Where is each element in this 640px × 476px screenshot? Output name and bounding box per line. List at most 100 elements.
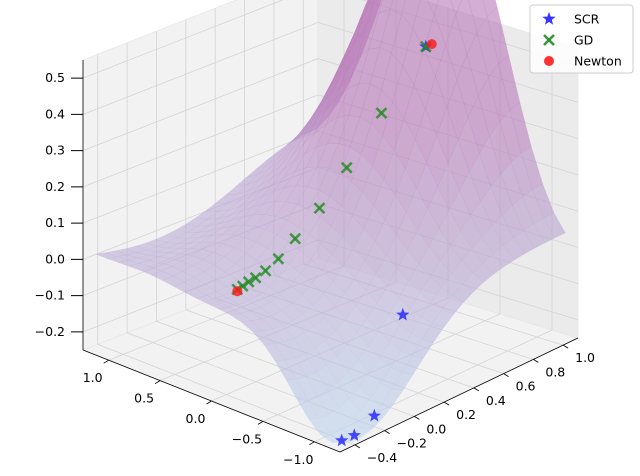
gd-point-stroke bbox=[375, 107, 388, 120]
x-tick-label: −1.0 bbox=[283, 452, 313, 467]
surface-patch bbox=[144, 239, 168, 247]
surface-patch bbox=[218, 306, 241, 316]
z-tick-label: 0.3 bbox=[45, 143, 65, 158]
surface-patch bbox=[245, 164, 268, 179]
gd-point bbox=[375, 107, 388, 120]
y-tick-label: 0.0 bbox=[426, 421, 446, 436]
surface-patch bbox=[399, 308, 422, 334]
y-tick-mark bbox=[354, 444, 361, 449]
gd-point bbox=[340, 161, 353, 174]
surface-patch bbox=[229, 313, 252, 323]
surface-patch bbox=[218, 206, 240, 219]
y-tick-label: 0.8 bbox=[545, 364, 565, 379]
surface-patch bbox=[314, 98, 337, 134]
surface-patch bbox=[533, 217, 556, 243]
x-tick-mark bbox=[103, 359, 109, 364]
surface-patch bbox=[171, 261, 194, 272]
y-tick-label: −0.2 bbox=[397, 436, 427, 451]
surface-patch bbox=[450, 0, 463, 16]
gd-point-stroke bbox=[340, 161, 353, 174]
z-tick-label: 0.1 bbox=[45, 215, 65, 230]
surface-patch bbox=[159, 258, 183, 267]
surface-patch bbox=[334, 39, 357, 86]
surface-patch bbox=[250, 184, 273, 203]
x-tick-label: −0.5 bbox=[232, 431, 262, 446]
surface-patch bbox=[289, 250, 312, 274]
surface-patch bbox=[347, 48, 370, 90]
surface-patch bbox=[197, 223, 220, 233]
z-tick-label: 0.4 bbox=[45, 106, 65, 121]
surface-patch bbox=[94, 252, 118, 259]
surface-patch bbox=[166, 237, 189, 244]
surface-patch bbox=[258, 161, 280, 181]
surface-patch bbox=[441, 273, 464, 296]
scr-point bbox=[367, 408, 381, 422]
x-tick-mark bbox=[309, 441, 315, 446]
legend-label-newton: Newton bbox=[574, 54, 622, 69]
surface-patch bbox=[216, 200, 239, 212]
surface-patch bbox=[205, 278, 228, 292]
surface-patch bbox=[356, 317, 379, 347]
surface-patch bbox=[412, 0, 435, 50]
surface-patch bbox=[294, 353, 317, 377]
y-tick-mark bbox=[414, 416, 420, 420]
surface-patch bbox=[191, 249, 214, 260]
surface-patch bbox=[266, 145, 289, 165]
z-tick-label: 0.2 bbox=[45, 179, 65, 194]
surface-patch bbox=[312, 79, 334, 120]
surface-patch bbox=[482, 0, 498, 17]
surface-patch bbox=[462, 272, 485, 292]
x-tick-label: 0.5 bbox=[134, 391, 154, 406]
z-tick-label: −0.1 bbox=[35, 288, 65, 303]
surface-patch bbox=[319, 432, 342, 443]
surface-patch bbox=[282, 153, 305, 179]
gd-point bbox=[272, 252, 285, 265]
surface-patch bbox=[187, 230, 210, 239]
y-tick-mark bbox=[503, 373, 509, 377]
y-tick-label: 0.6 bbox=[516, 379, 536, 394]
surface-patch bbox=[151, 270, 174, 281]
surface-patch bbox=[411, 339, 434, 359]
y-tick-label: 1.0 bbox=[575, 350, 595, 365]
surface-patch bbox=[290, 119, 313, 151]
surface-patch bbox=[289, 118, 312, 148]
legend-box bbox=[529, 4, 634, 74]
surface-patch bbox=[358, 47, 381, 85]
surface-patch bbox=[220, 216, 243, 229]
surface-patch bbox=[334, 292, 357, 320]
surface-patch bbox=[280, 138, 303, 166]
surface-patch bbox=[293, 133, 315, 163]
tick-labels: −1.0−0.50.00.51.0−0.4−0.20.00.20.40.60.8… bbox=[35, 70, 595, 467]
surface-patch bbox=[467, 95, 490, 155]
newton-point bbox=[426, 39, 437, 50]
legend-label-scr: SCR bbox=[574, 12, 600, 27]
grid-line-x bbox=[314, 40, 553, 443]
surface-patch bbox=[295, 166, 318, 187]
surface-patch bbox=[319, 196, 342, 227]
surface-patch bbox=[339, 420, 362, 437]
surface-patch bbox=[276, 220, 299, 243]
y-tick-mark bbox=[443, 401, 450, 406]
surface-patch bbox=[240, 320, 264, 332]
surface-patch bbox=[279, 264, 301, 286]
y-tick-label: 0.4 bbox=[486, 393, 506, 408]
surface-patch bbox=[201, 241, 224, 253]
legend-label-gd: GD bbox=[574, 33, 593, 48]
surface-patch bbox=[276, 134, 299, 155]
x-tick-mark bbox=[257, 421, 264, 425]
surface-patch bbox=[255, 154, 278, 170]
legend-marker-newton bbox=[544, 56, 554, 66]
surface-patch bbox=[427, 0, 439, 15]
surface-patch bbox=[127, 257, 150, 264]
surface-patch bbox=[262, 187, 286, 204]
y-tick-mark bbox=[562, 344, 569, 349]
surface-patch bbox=[315, 117, 338, 148]
surface-patch bbox=[270, 155, 293, 180]
surface-patch bbox=[238, 300, 261, 312]
y-tick-label: 0.2 bbox=[456, 407, 476, 422]
gd-point-stroke bbox=[289, 232, 302, 245]
surface-patch bbox=[317, 390, 340, 415]
surface-patch bbox=[265, 145, 288, 162]
surface-patch bbox=[281, 303, 304, 321]
